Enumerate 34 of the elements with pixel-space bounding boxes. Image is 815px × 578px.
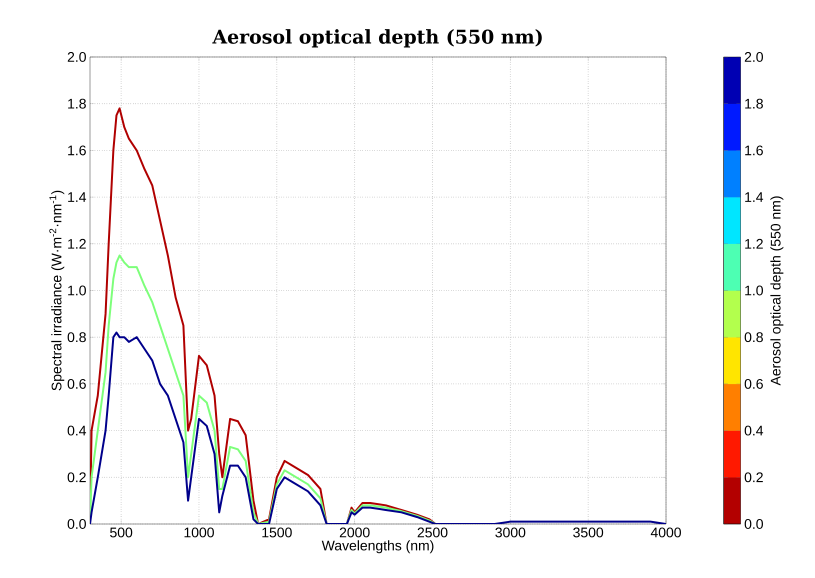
color-bar-label: 1.6 bbox=[745, 145, 763, 156]
y-tick-label: 0.0 bbox=[68, 519, 86, 529]
x-tick-label: 3500 bbox=[573, 528, 604, 538]
color-bar-label: 0.4 bbox=[744, 426, 764, 436]
y-tick-label: 1.0 bbox=[68, 286, 86, 296]
y-tick-label: 1.4 bbox=[68, 192, 86, 202]
y-tick-label: 0.6 bbox=[68, 378, 86, 389]
y-tick-label: 1.6 bbox=[68, 145, 86, 156]
x-tick-label: 2500 bbox=[418, 528, 448, 538]
color-bar-label: 1.0 bbox=[745, 286, 763, 296]
y-tick-label: 1.2 bbox=[68, 238, 86, 249]
color-bar-label: 0.8 bbox=[744, 332, 763, 342]
y-tick-label: 0.4 bbox=[68, 426, 86, 436]
x-tick-label: 4000 bbox=[650, 528, 681, 538]
color-bar-label: 1.4 bbox=[745, 192, 764, 202]
color-bar-label: 1.8 bbox=[745, 98, 763, 109]
x-tick-label: 500 bbox=[110, 528, 132, 538]
y-tick-label: 1.8 bbox=[68, 98, 86, 109]
color-bar-title: Aerosol optical depth (550 nm) bbox=[770, 196, 784, 386]
x-tick-label: 3000 bbox=[495, 528, 526, 538]
x-axis-title: Wavelengths (nm) bbox=[322, 540, 434, 554]
color-bar-label: 2.0 bbox=[744, 52, 763, 62]
y-axis-title: Spectral irradiance (W·m$^{-2}$·nm$^{-1}$) bbox=[49, 190, 64, 390]
y-tick-label: 0.2 bbox=[68, 472, 86, 482]
x-tick-label: 1500 bbox=[262, 528, 292, 538]
y-tick-label: 2.0 bbox=[68, 52, 86, 62]
y-tick-label: 0.8 bbox=[68, 332, 86, 342]
chart-title: Aerosol optical depth (550 nm) bbox=[212, 29, 542, 48]
color-bar-label: 1.2 bbox=[745, 238, 763, 249]
color-bar-label: 0.2 bbox=[744, 472, 763, 482]
color-bar-label: 0.6 bbox=[744, 378, 763, 389]
x-tick-label: 1000 bbox=[184, 528, 214, 538]
color-bar-label: 0.0 bbox=[744, 519, 763, 529]
x-tick-label: 2000 bbox=[340, 528, 370, 538]
